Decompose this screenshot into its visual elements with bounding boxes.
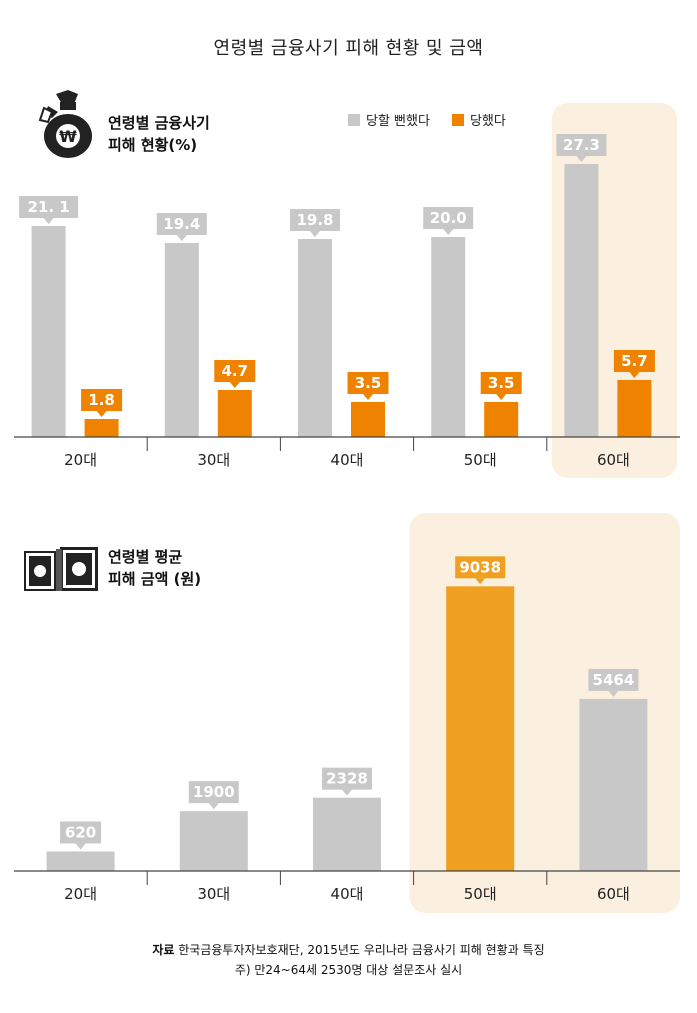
chart1-data-label-victim-box	[214, 360, 256, 382]
chart1-category-label: 60대	[597, 451, 630, 469]
chart1-data-label-near-miss: 27.3	[563, 136, 600, 154]
chart2-bar	[446, 586, 515, 871]
legend-item-victim: 당했다	[451, 110, 506, 129]
legend-label-victim: 당했다	[469, 114, 506, 129]
chart1-data-label-near-miss-box	[156, 213, 207, 235]
chart1-data-label-victim-pointer	[363, 394, 373, 400]
chart1-data-label-near-miss-pointer	[310, 231, 320, 237]
source-line2: 주) 만24~64세 2530명 대상 설문조사 실시	[234, 963, 463, 977]
chart2-data-label-box	[455, 556, 506, 579]
source-text: 한국금융투자자보호재단, 2015년도 우리나라 금융사기 피해 현황과 특징	[178, 943, 545, 957]
chart1-data-label-near-miss: 19.4	[163, 215, 200, 233]
chart1-data-label-victim-box	[347, 372, 389, 394]
chart2-data-label: 1900	[193, 783, 235, 801]
chart1-data-label-near-miss-pointer	[43, 218, 54, 224]
chart2-title: 연령별 평균 피해 금액 (원)	[108, 546, 201, 590]
chart2-data-label-box	[60, 821, 102, 844]
chart1-data-label-victim: 4.7	[222, 362, 249, 380]
chart1-bar-victim	[617, 380, 652, 437]
chart2-data-label-pointer	[75, 843, 86, 850]
chart1-data-label-near-miss-box	[423, 207, 474, 229]
chart2-data-label-pointer	[475, 578, 486, 585]
chart1-bar-near-miss	[164, 243, 199, 437]
chart1-title-line2: 피해 현황(%)	[108, 136, 198, 154]
chart2-data-label-pointer	[208, 803, 219, 810]
chart2-title-line1: 연령별 평균	[108, 548, 183, 566]
legend-swatch-gray	[348, 113, 360, 126]
chart2-category-label: 20대	[64, 885, 97, 903]
source-note: 자료 한국금융투자자보호재단, 2015년도 우리나라 금융사기 피해 현황과 …	[0, 940, 697, 980]
chart2-data-label: 9038	[459, 558, 501, 576]
chart2-data-label-pointer	[608, 690, 619, 697]
chart1-data-label-near-miss-pointer	[176, 235, 187, 241]
chart1-bar-victim	[484, 402, 519, 437]
chart2-data-label-box	[322, 767, 372, 790]
chart1-data-label-victim-box	[81, 389, 123, 411]
chart1-title-line1: 연령별 금융사기	[108, 114, 210, 132]
chart2-bar	[179, 811, 248, 871]
legend-swatch-orange	[451, 113, 464, 126]
chart1-data-label-near-miss: 21. 1	[27, 198, 69, 216]
chart2-title-line2: 피해 금액 (원)	[108, 570, 202, 588]
chart1-category-label: 40대	[331, 451, 364, 469]
chart2-data-label: 5464	[593, 671, 635, 689]
chart2-bar	[46, 851, 115, 871]
chart1-data-label-victim-box	[480, 372, 522, 394]
source-label: 자료	[152, 943, 175, 957]
chart1-legend: 당할 뻔했다 당했다	[348, 110, 520, 129]
chart1-data-label-victim: 5.7	[621, 352, 648, 370]
chart1-bar-near-miss	[431, 237, 466, 437]
main-title: 연령별 금융사기 피해 현황 및 금액	[213, 38, 484, 59]
chart1-bar-victim	[351, 402, 385, 437]
chart1-data-label-victim-pointer	[229, 382, 240, 388]
chart1-bar-near-miss	[298, 239, 332, 437]
chart2-category-label: 40대	[331, 885, 364, 903]
chart1-category-label: 50대	[464, 451, 497, 469]
chart1-data-label-victim-pointer	[629, 372, 640, 378]
chart1-data-label-near-miss-pointer	[443, 229, 454, 235]
chart1-data-label-victim: 3.5	[488, 374, 515, 392]
chart1-bar-near-miss	[31, 226, 66, 437]
cash-bundle-icon	[24, 547, 98, 591]
legend-label-near-miss: 당할 뻔했다	[366, 114, 430, 129]
chart2-data-label: 620	[65, 823, 96, 841]
chart1-data-label-victim-pointer	[96, 411, 107, 417]
chart1-data-label-near-miss-pointer	[576, 156, 587, 162]
chart1-data-label-victim: 1.8	[88, 391, 115, 409]
chart2-data-label-box	[188, 781, 239, 804]
source-line1: 자료 한국금융투자자보호재단, 2015년도 우리나라 금융사기 피해 현황과 …	[0, 940, 697, 960]
chart2-category-label: 60대	[597, 885, 630, 903]
chart1-bar-near-miss	[564, 164, 599, 437]
legend-item-near-miss: 당할 뻔했다	[348, 110, 430, 129]
chart1-data-label-near-miss: 19.8	[296, 211, 333, 229]
chart2-bar	[579, 698, 648, 871]
chart2-category-label: 50대	[464, 885, 497, 903]
chart1-data-label-near-miss-box	[19, 196, 79, 218]
chart2-bar	[313, 797, 381, 871]
chart1-title: 연령별 금융사기 피해 현황(%)	[108, 112, 210, 156]
chart2-data-label-box	[588, 668, 639, 691]
chart1-category-label: 20대	[64, 451, 97, 469]
chart1-data-label-near-miss-box	[290, 209, 340, 231]
chart2-data-label: 2328	[326, 770, 368, 788]
chart1-bar-victim	[84, 419, 119, 437]
chart1-data-label-victim: 3.5	[355, 374, 382, 392]
chart1-data-label-victim-pointer	[496, 394, 507, 400]
chart1-data-label-victim-box	[613, 350, 655, 372]
chart1-bar-victim	[217, 390, 252, 437]
chart2-data-label-pointer	[342, 789, 352, 796]
money-bag-icon: ₩	[38, 90, 92, 158]
chart1-data-label-near-miss: 20.0	[430, 209, 467, 227]
chart1-category-label: 30대	[197, 451, 230, 469]
svg-text:₩: ₩	[59, 127, 77, 146]
chart2-category-label: 30대	[197, 885, 230, 903]
chart1-data-label-near-miss-box	[556, 134, 607, 156]
